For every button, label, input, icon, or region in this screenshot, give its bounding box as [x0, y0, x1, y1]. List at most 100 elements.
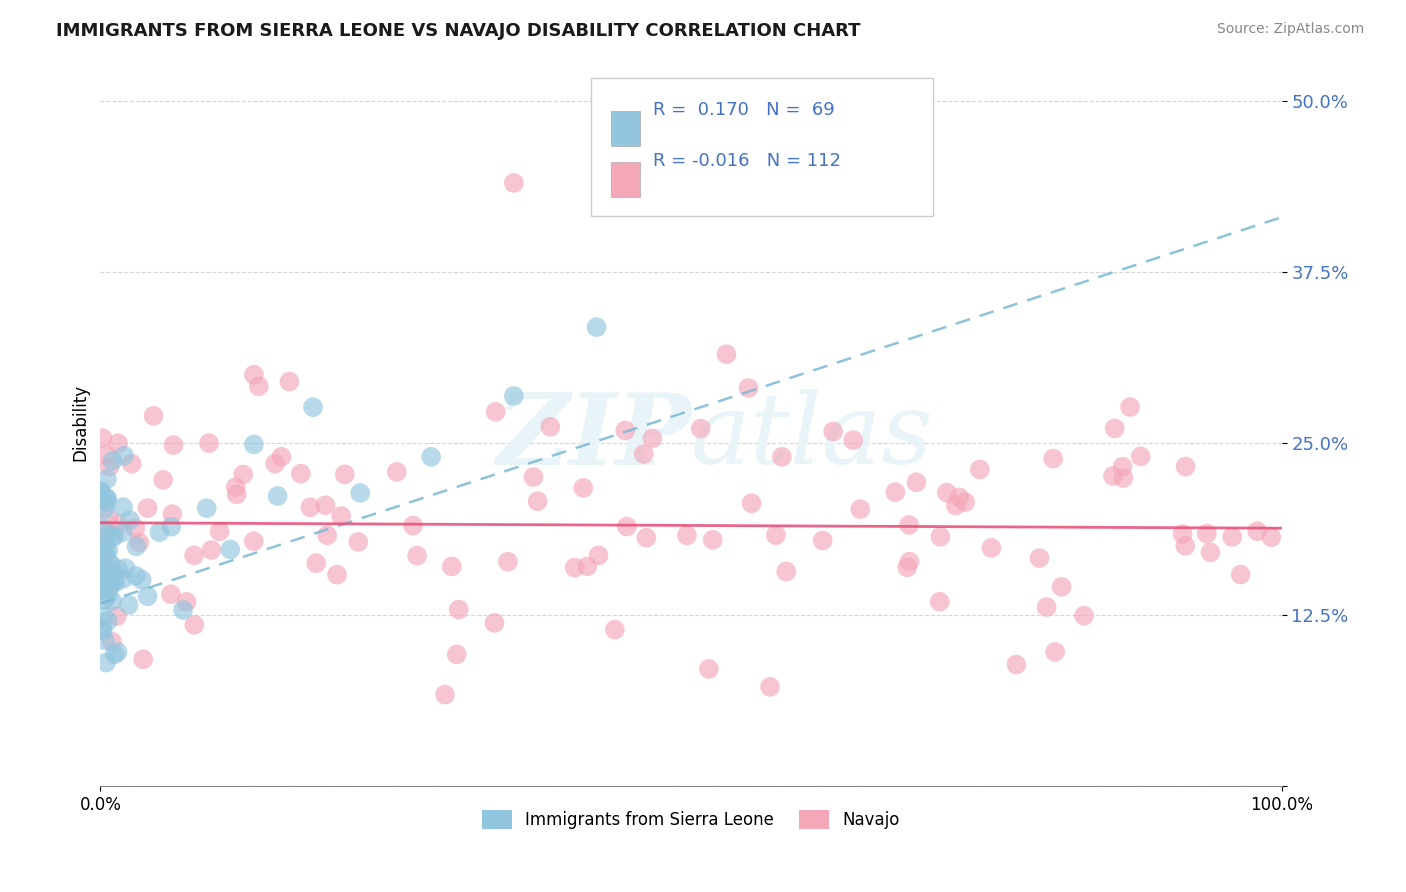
- Point: [1028, 551, 1050, 566]
- Point: [132, 652, 155, 666]
- Point: [97, 614, 120, 628]
- Point: [572, 481, 595, 495]
- Point: [96, 448, 118, 462]
- Point: [980, 541, 1002, 555]
- Point: [969, 462, 991, 476]
- Point: [162, 507, 184, 521]
- Point: [91, 493, 114, 508]
- Point: [1111, 459, 1133, 474]
- Point: [1112, 471, 1135, 485]
- Point: [101, 565, 124, 579]
- Point: [98, 459, 121, 474]
- Point: [1102, 469, 1125, 483]
- Point: [641, 432, 664, 446]
- Point: [302, 400, 325, 414]
- Point: [929, 530, 952, 544]
- Point: [1174, 459, 1197, 474]
- Point: [94, 549, 117, 563]
- Point: [1174, 539, 1197, 553]
- Point: [1246, 524, 1268, 539]
- Point: [905, 475, 928, 490]
- Point: [94, 546, 117, 560]
- Bar: [610, 112, 640, 146]
- Point: [91, 550, 114, 565]
- Point: [270, 450, 292, 464]
- Point: [183, 618, 205, 632]
- Point: [96, 495, 118, 509]
- Text: Source: ZipAtlas.com: Source: ZipAtlas.com: [1216, 22, 1364, 37]
- Point: [538, 419, 561, 434]
- Point: [100, 568, 122, 582]
- Point: [90, 484, 112, 499]
- Point: [676, 528, 699, 542]
- Point: [737, 381, 759, 395]
- Point: [935, 485, 957, 500]
- Point: [333, 467, 356, 482]
- Point: [1171, 527, 1194, 541]
- Point: [316, 528, 339, 542]
- Point: [198, 436, 221, 450]
- Point: [97, 589, 120, 603]
- Point: [1119, 400, 1142, 414]
- Point: [689, 421, 711, 435]
- Point: [420, 450, 443, 464]
- Point: [91, 560, 114, 574]
- Point: [111, 572, 134, 586]
- Point: [131, 573, 153, 587]
- Point: [522, 470, 544, 484]
- Point: [108, 517, 131, 532]
- Point: [433, 688, 456, 702]
- Point: [93, 574, 115, 588]
- Point: [94, 656, 117, 670]
- Text: R =  0.170   N =  69: R = 0.170 N = 69: [654, 102, 835, 120]
- Point: [90, 542, 112, 557]
- Point: [264, 457, 287, 471]
- Point: [447, 602, 470, 616]
- Point: [103, 574, 125, 589]
- Point: [90, 555, 112, 569]
- Point: [136, 589, 159, 603]
- Point: [90, 623, 112, 637]
- Point: [96, 551, 118, 566]
- Point: [107, 645, 129, 659]
- Point: [484, 615, 506, 630]
- Point: [100, 576, 122, 591]
- Point: [160, 587, 183, 601]
- Point: [96, 472, 118, 486]
- Point: [118, 598, 141, 612]
- Point: [125, 539, 148, 553]
- Point: [953, 495, 976, 509]
- Point: [1035, 600, 1057, 615]
- Point: [101, 454, 124, 468]
- Point: [112, 449, 135, 463]
- Point: [502, 176, 524, 190]
- Point: [114, 561, 136, 575]
- Point: [633, 447, 655, 461]
- Point: [1043, 645, 1066, 659]
- Point: [1229, 567, 1251, 582]
- Legend: Immigrants from Sierra Leone, Navajo: Immigrants from Sierra Leone, Navajo: [475, 803, 907, 836]
- Point: [176, 595, 198, 609]
- Point: [759, 680, 782, 694]
- Point: [93, 570, 115, 584]
- Point: [1195, 526, 1218, 541]
- Point: [1129, 450, 1152, 464]
- Point: [219, 542, 242, 557]
- Point: [945, 499, 967, 513]
- Point: [1005, 657, 1028, 672]
- Point: [326, 567, 349, 582]
- Point: [502, 389, 524, 403]
- Point: [96, 524, 118, 539]
- Point: [842, 433, 865, 447]
- Point: [100, 557, 122, 571]
- Point: [770, 450, 793, 464]
- Point: [96, 491, 118, 506]
- Point: [93, 593, 115, 607]
- Point: [948, 491, 970, 505]
- Point: [811, 533, 834, 548]
- Point: [349, 486, 371, 500]
- Point: [266, 489, 288, 503]
- Point: [128, 535, 150, 549]
- Point: [603, 623, 626, 637]
- Point: [91, 566, 114, 581]
